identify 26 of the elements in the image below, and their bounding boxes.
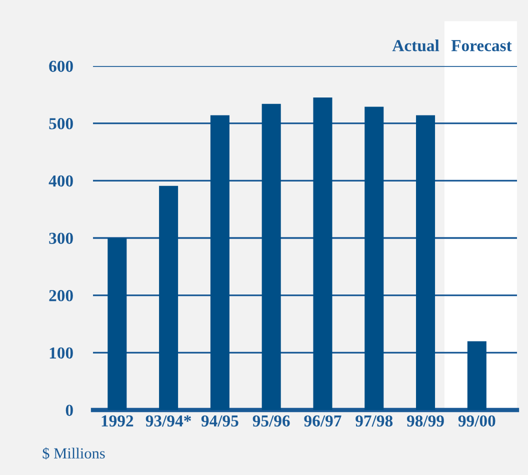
text: Actual: [392, 40, 440, 52]
x-tick-label: 1992: [102, 415, 134, 427]
y-tick-label: 100: [50, 347, 73, 359]
y-tick-label: 400: [48, 175, 73, 187]
x-tick-label: 97/98: [356, 415, 393, 427]
text: Forecast: [451, 40, 512, 52]
y-tick-label: 200: [49, 290, 73, 302]
x-tick-label: 98/99: [406, 415, 444, 427]
y-axis-title: $ Millions: [42, 447, 105, 460]
x-tick-label: 93/94*: [146, 415, 192, 427]
x-tick-label: 96/97: [304, 415, 342, 427]
y-tick-label: 500: [49, 118, 73, 130]
y-tick-label: 0: [66, 404, 73, 416]
x-tick-label: 94/95: [201, 415, 238, 427]
x-tick-label: 99/00: [458, 415, 496, 427]
bar: [159, 186, 178, 410]
bar: [210, 115, 230, 410]
bar: [416, 115, 436, 410]
y-tick-label: 600: [49, 60, 73, 72]
x-tick-label: 95/96: [252, 415, 290, 427]
bar: [467, 341, 486, 410]
bar: [313, 98, 332, 410]
bar: [262, 104, 281, 410]
bar: [108, 238, 127, 410]
y-tick-label: 300: [49, 232, 73, 244]
bar: [364, 106, 384, 410]
